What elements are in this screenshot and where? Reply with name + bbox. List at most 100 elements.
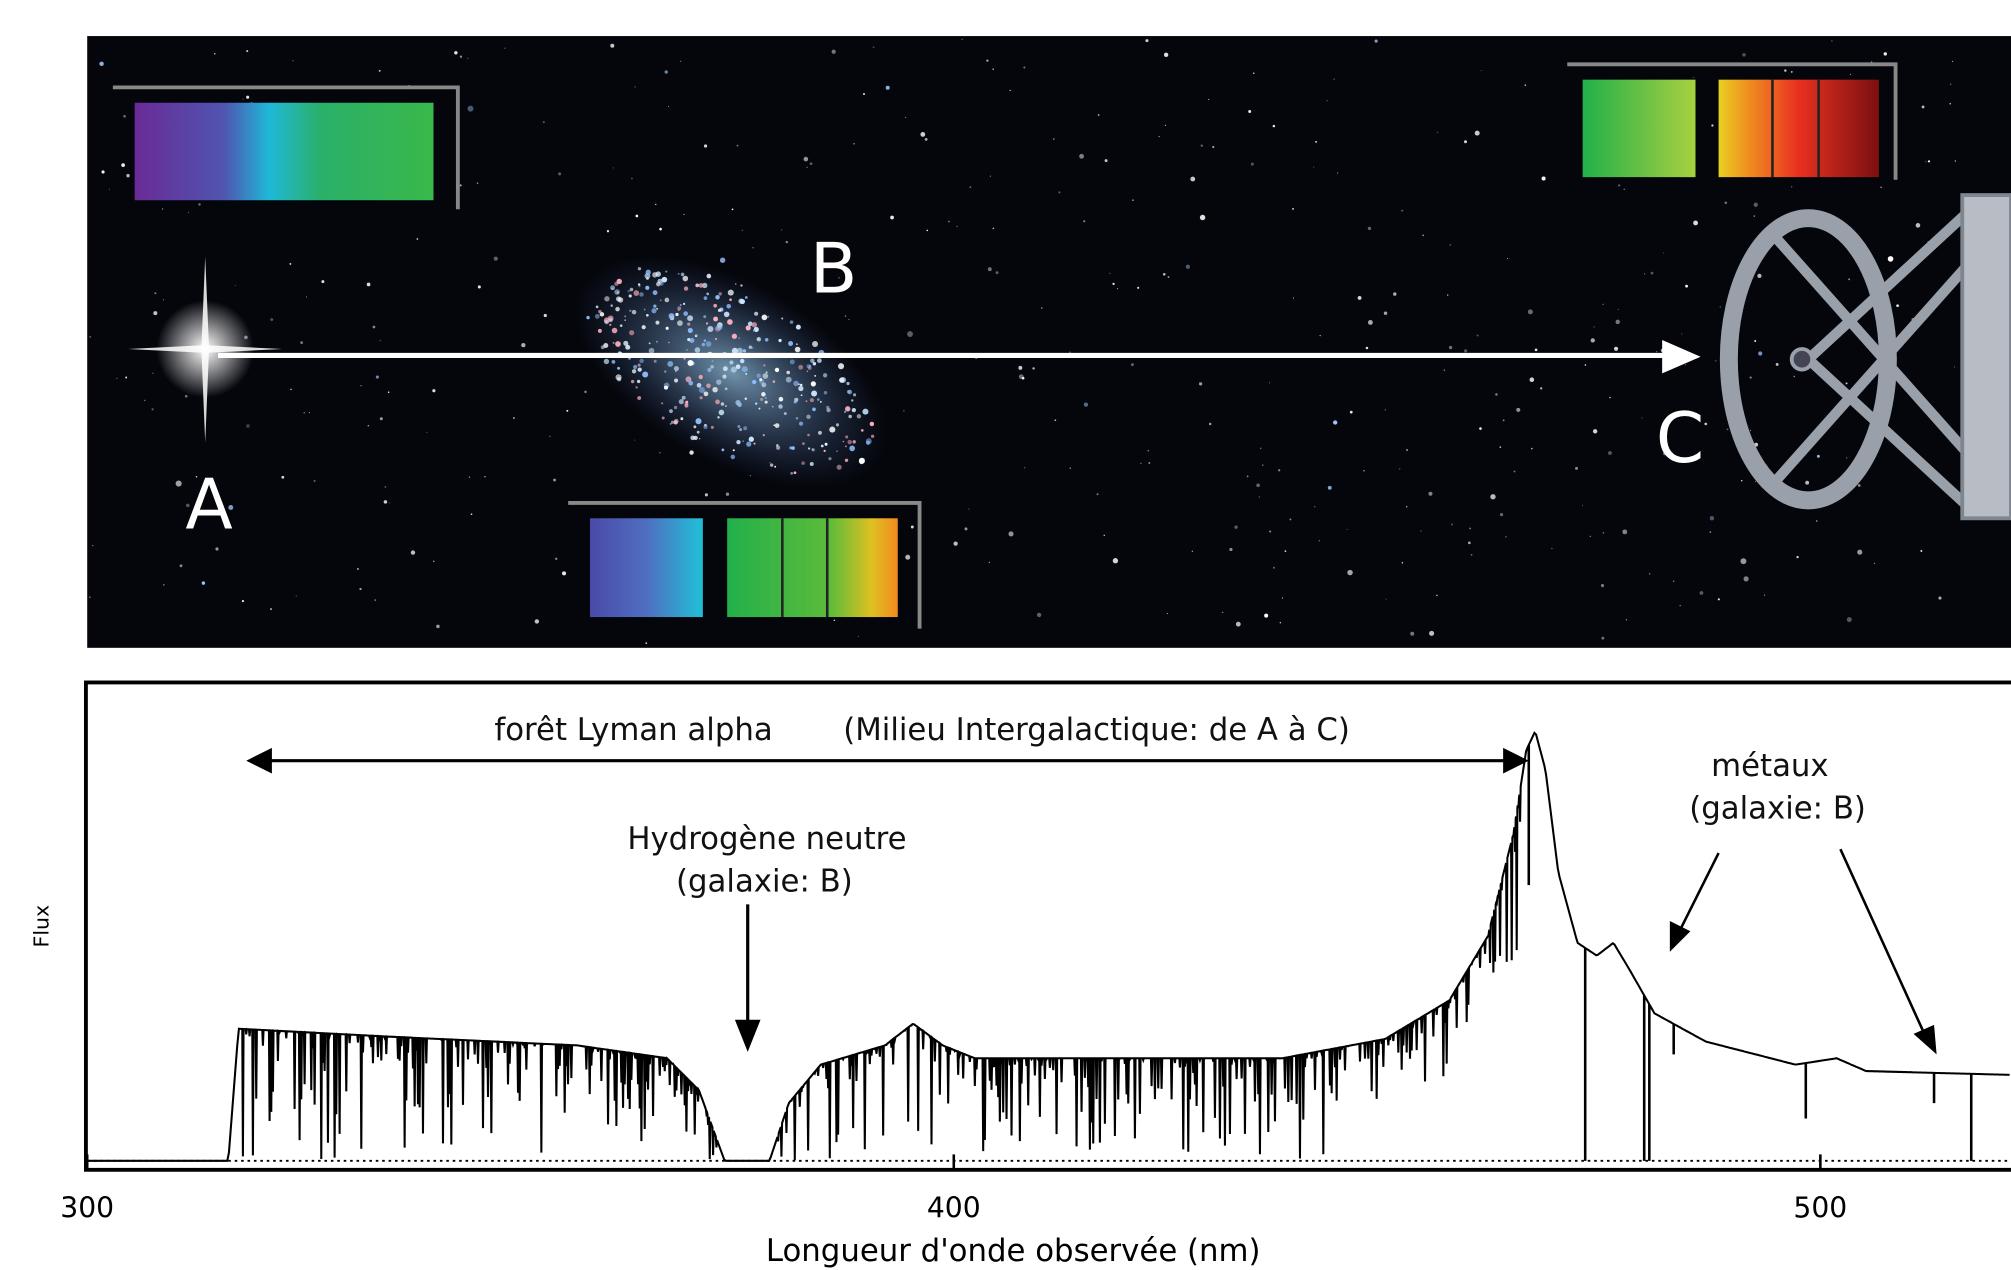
galaxy-star <box>656 341 658 343</box>
label-c: C <box>1656 399 1704 479</box>
galaxy-star <box>814 375 816 377</box>
star <box>1727 428 1729 430</box>
galaxy-star <box>664 386 668 390</box>
galaxy-star <box>824 450 826 452</box>
galaxy-star <box>811 381 816 386</box>
star <box>1292 208 1294 210</box>
star <box>1140 463 1141 464</box>
star <box>988 267 992 271</box>
galaxy-star <box>674 379 678 383</box>
star <box>1528 309 1533 314</box>
star <box>1507 258 1508 259</box>
galaxy-star <box>718 292 721 295</box>
star <box>1350 411 1353 414</box>
star <box>680 61 681 62</box>
galaxy-star <box>837 465 842 470</box>
galaxy-star <box>604 359 609 364</box>
star <box>1200 215 1205 220</box>
galaxy-star <box>678 273 680 275</box>
star <box>1481 70 1482 71</box>
star <box>1503 419 1505 421</box>
galaxy-star <box>662 277 668 283</box>
galaxy-star <box>737 425 740 428</box>
star <box>948 221 950 223</box>
galaxy-star <box>745 296 748 299</box>
galaxy-star <box>624 319 626 321</box>
star <box>1104 535 1105 536</box>
galaxy-star <box>681 273 685 277</box>
star <box>804 157 809 162</box>
galaxy-star <box>796 343 798 345</box>
galaxy-star <box>786 377 792 383</box>
star <box>544 314 547 317</box>
star <box>610 44 614 48</box>
label-a: A <box>185 466 232 546</box>
star <box>1229 548 1232 551</box>
galaxy-star <box>637 396 641 400</box>
galaxy-star <box>717 416 719 418</box>
galaxy-star <box>686 349 688 351</box>
galaxy-star <box>845 459 848 462</box>
galaxy-star <box>736 440 740 444</box>
star <box>1273 125 1275 127</box>
star <box>848 319 849 320</box>
star <box>1247 476 1249 478</box>
star <box>1616 320 1620 324</box>
star <box>1293 297 1294 298</box>
star <box>1471 554 1473 556</box>
star <box>1278 469 1280 471</box>
galaxy-star <box>811 391 817 397</box>
star <box>1955 160 1956 161</box>
galaxy-star <box>669 313 675 319</box>
galaxy-star <box>668 342 670 344</box>
star <box>471 513 473 515</box>
star <box>1710 516 1714 520</box>
star <box>188 212 189 213</box>
star <box>1663 252 1664 253</box>
galaxy-star <box>710 365 713 368</box>
star <box>969 186 971 188</box>
star <box>1055 419 1057 421</box>
star <box>1744 576 1749 581</box>
star <box>1530 377 1535 382</box>
star <box>1776 363 1779 366</box>
star <box>432 389 435 392</box>
star <box>1888 256 1894 262</box>
star <box>1083 220 1085 222</box>
galaxy-star <box>688 360 694 366</box>
galaxy-star <box>679 399 684 404</box>
galaxy-star <box>807 434 810 437</box>
galaxy-star <box>755 402 757 404</box>
star <box>1846 382 1848 384</box>
galaxy-star <box>761 392 766 397</box>
galaxy-star <box>767 316 769 318</box>
star <box>1817 455 1820 458</box>
galaxy-star <box>706 384 711 389</box>
star <box>1429 631 1434 636</box>
star <box>384 486 386 488</box>
star <box>357 568 359 570</box>
star <box>1805 481 1809 485</box>
star <box>1585 364 1587 366</box>
star <box>1168 276 1170 278</box>
galaxy-star <box>674 406 677 409</box>
galaxy-star <box>794 471 797 474</box>
star <box>1248 110 1251 113</box>
galaxy-star <box>598 310 601 313</box>
star <box>1022 377 1025 380</box>
star <box>1131 363 1134 366</box>
star <box>954 541 958 545</box>
star <box>468 106 474 112</box>
galaxy-star <box>609 324 611 326</box>
galaxy-star <box>677 320 683 326</box>
galaxy-star <box>639 359 644 364</box>
galaxy-star <box>818 431 822 435</box>
galaxy-star <box>718 309 721 312</box>
galaxy-star <box>687 338 690 341</box>
star <box>121 163 125 167</box>
star <box>1420 530 1421 531</box>
galaxy-star <box>752 322 757 327</box>
star <box>1113 558 1118 563</box>
star <box>1190 177 1195 182</box>
star <box>1347 529 1348 530</box>
